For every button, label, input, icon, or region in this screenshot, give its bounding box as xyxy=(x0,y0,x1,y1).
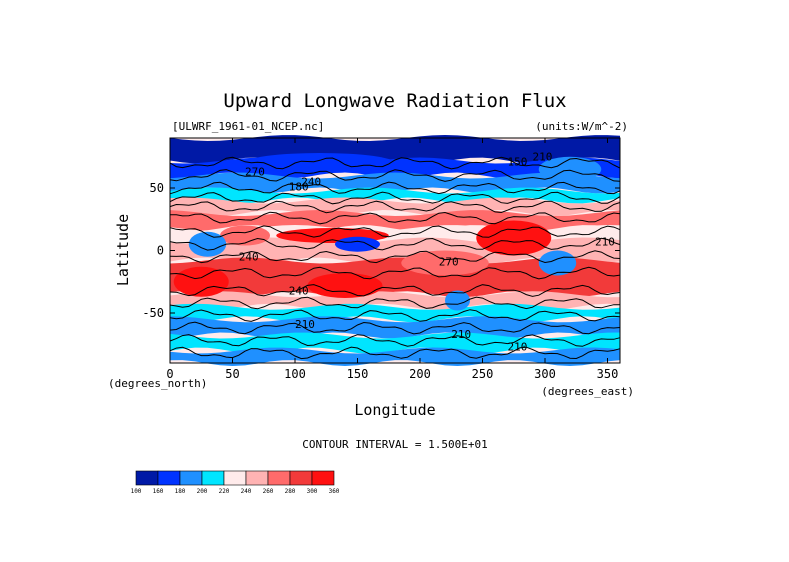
contour-line xyxy=(169,200,621,214)
x-tick-label: 200 xyxy=(409,367,431,381)
colorbar: 100 160 180 200 220 240 260 280 300 360 xyxy=(131,470,340,495)
contour-label: 150 xyxy=(508,156,528,169)
chart-title: Upward Longwave Radiation Flux xyxy=(223,90,566,112)
colorbar-swatch xyxy=(179,470,203,486)
colorbar-swatch xyxy=(157,470,181,486)
contour-labels: 210 240 270 180 150 210 240 270 240 210 210 210 xyxy=(239,151,615,354)
colorbar-tick-label: 160 xyxy=(153,488,164,495)
contour-label: 240 xyxy=(239,251,259,264)
colorbar-swatch xyxy=(223,470,247,486)
contour-line xyxy=(169,181,621,195)
contour-label: 210 xyxy=(295,318,315,331)
contour-label: 210 xyxy=(451,328,471,341)
x-tick-label: 250 xyxy=(472,367,494,381)
contour-line xyxy=(169,169,621,182)
heat-patch xyxy=(538,250,577,276)
y-tick-label: -50 xyxy=(142,306,164,320)
colorbar-swatch xyxy=(245,470,269,486)
colorbar-tick-label: 360 xyxy=(329,488,340,495)
contour-line xyxy=(169,309,621,322)
heat-band xyxy=(170,187,620,204)
heat-patch xyxy=(188,231,227,257)
contour-label: 240 xyxy=(301,176,321,189)
contour-line xyxy=(169,225,621,238)
contour-line xyxy=(169,321,621,335)
y-unit-label: (degrees_north) xyxy=(108,377,207,390)
contour-label: 180 xyxy=(289,181,309,194)
x-axis-ticks: 0 50 100 150 200 250 300 350 xyxy=(166,138,618,381)
contour-label: 270 xyxy=(439,256,459,269)
contour-line xyxy=(169,284,621,297)
contour-interval-label: CONTOUR INTERVAL = 1.500E+01 xyxy=(302,438,487,451)
y-axis-label: Latitude xyxy=(114,214,132,286)
contour-line xyxy=(169,237,621,251)
contour-label: 240 xyxy=(289,284,309,297)
plot-area: 210 240 270 180 150 210 240 270 240 210 210 210 xyxy=(169,135,621,366)
colorbar-tick-label: 200 xyxy=(197,488,208,495)
contour-label: 210 xyxy=(595,236,615,249)
contour-line xyxy=(169,266,621,280)
heat-band xyxy=(170,197,620,216)
colorbar-tick-label: 220 xyxy=(219,488,230,495)
heat-patch xyxy=(335,236,380,252)
colorbar-tick-label: 180 xyxy=(175,488,186,495)
x-axis-label: Longitude xyxy=(354,401,435,419)
x-tick-label: 50 xyxy=(225,367,239,381)
heat-patch xyxy=(445,290,470,311)
colorbar-tick-label: 260 xyxy=(263,488,274,495)
colorbar-swatch xyxy=(311,470,335,486)
colorbar-swatch xyxy=(135,470,159,486)
contour-label: 270 xyxy=(245,166,265,179)
heat-patch xyxy=(307,273,383,298)
x-tick-label: 350 xyxy=(597,367,619,381)
colorbar-tick-label: 280 xyxy=(285,488,296,495)
heat-patch xyxy=(245,153,395,173)
contour-line xyxy=(169,346,621,360)
contour-label: 210 xyxy=(508,341,528,354)
colorbar-swatch xyxy=(289,470,313,486)
contour-line xyxy=(169,334,621,347)
x-unit-label: (degrees_east) xyxy=(541,385,634,398)
heat-patch xyxy=(476,220,552,256)
y-tick-label: 50 xyxy=(150,181,164,195)
y-tick-label: 0 xyxy=(157,244,164,258)
colorbar-swatch xyxy=(267,470,291,486)
x-tick-label: 150 xyxy=(347,367,369,381)
y-axis-ticks: 50 0 -50 xyxy=(142,181,620,320)
contour-line xyxy=(169,296,621,310)
colorbar-tick-label: 240 xyxy=(241,488,252,495)
contour-line xyxy=(169,156,621,170)
colorbar-swatch xyxy=(201,470,225,486)
contour-label: 210 xyxy=(533,151,553,164)
colorbar-tick-label: 100 xyxy=(131,488,142,495)
contour-line xyxy=(169,191,621,205)
x-tick-label: 0 xyxy=(166,367,173,381)
source-file-label: [ULWRF_1961-01_NCEP.nc] xyxy=(172,120,324,133)
heat-band xyxy=(170,257,620,298)
contour-line xyxy=(169,211,621,225)
contour-line xyxy=(169,250,621,264)
x-tick-label: 100 xyxy=(284,367,306,381)
colorbar-tick-label: 300 xyxy=(307,488,318,495)
heat-patch xyxy=(220,225,270,246)
contour-lines xyxy=(169,156,621,360)
units-label: (units:W/m^-2) xyxy=(535,120,628,133)
x-tick-label: 300 xyxy=(534,367,556,381)
heat-patch xyxy=(173,266,229,297)
